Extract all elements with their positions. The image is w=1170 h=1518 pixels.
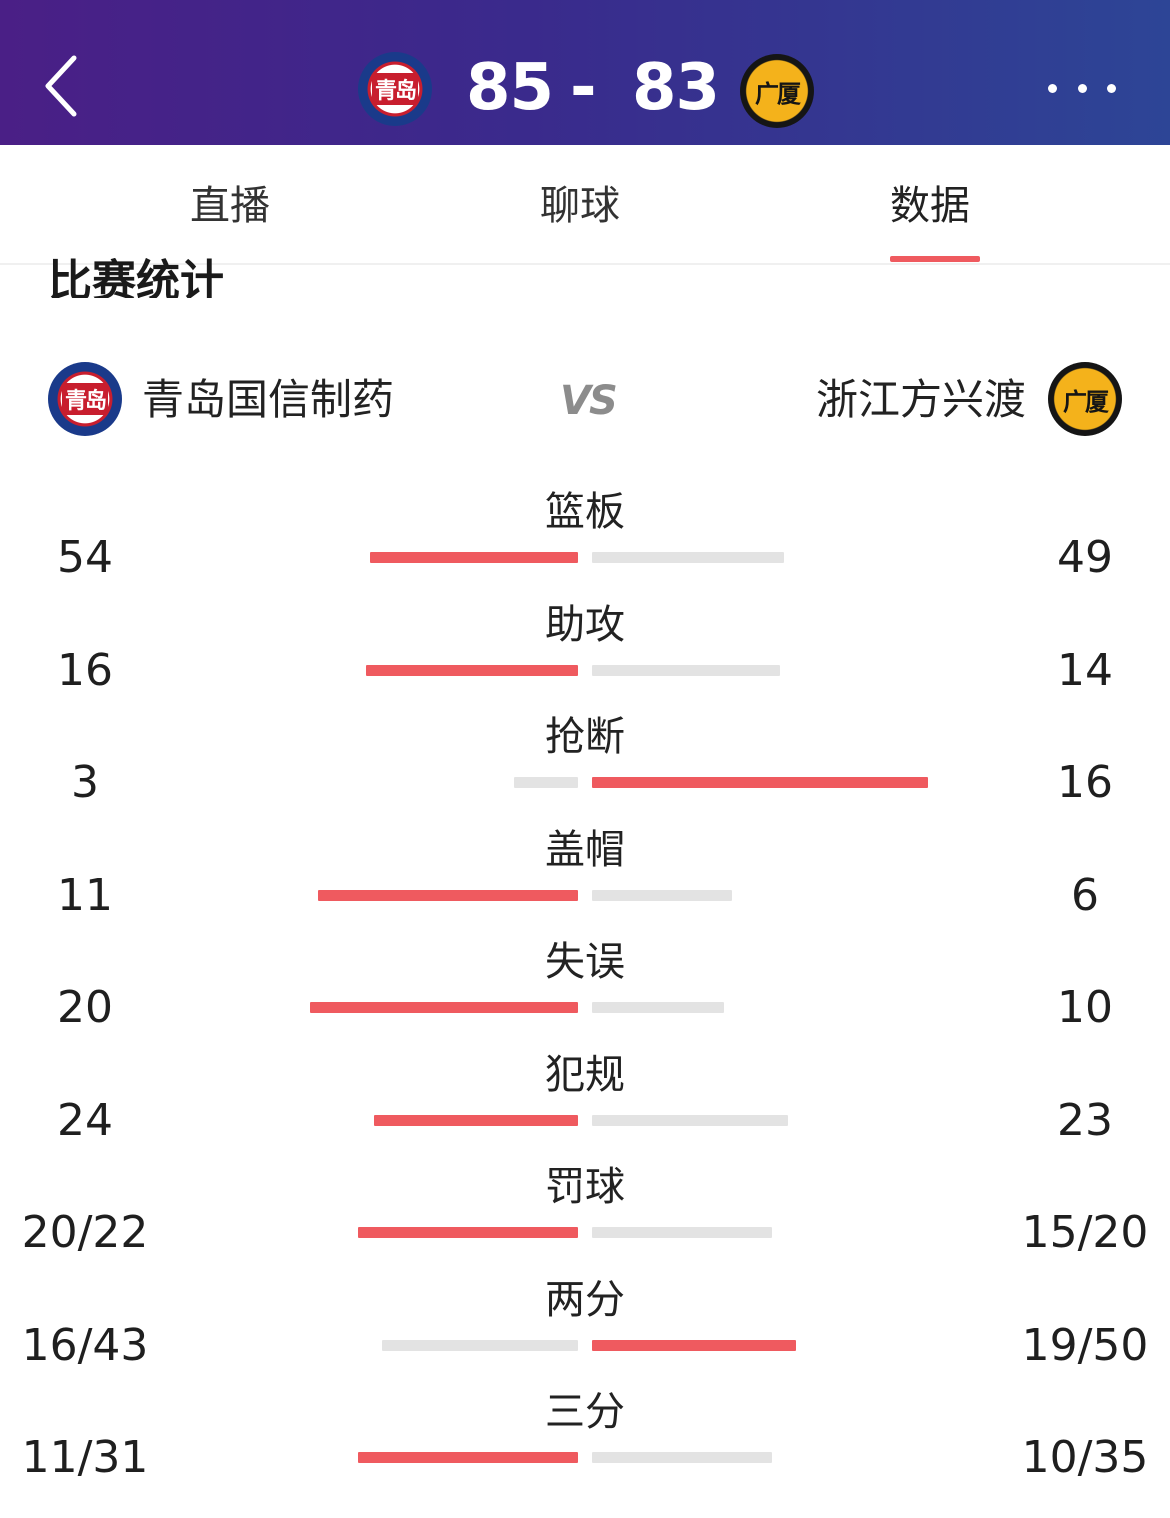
- home-stat-value: 16: [57, 644, 113, 696]
- home-stat-value: 16/43: [21, 1319, 149, 1371]
- home-stat-bar: [318, 889, 578, 901]
- away-stat-bar: [592, 1002, 724, 1013]
- away-stat-bar: [592, 889, 732, 901]
- away-stat-bar: [592, 664, 780, 676]
- stat-label: 抢断: [545, 714, 625, 760]
- stat-label: 失误: [545, 939, 625, 985]
- away-stat-value: 23: [1057, 1094, 1113, 1146]
- stat-row: 犯规 24 23: [0, 1049, 1170, 1161]
- home-logo-text: 青岛: [371, 73, 418, 105]
- stat-label: 两分: [545, 1276, 625, 1323]
- home-score: 85: [466, 51, 554, 125]
- away-stat-bar: [592, 1339, 796, 1351]
- stat-row: 抢断 3 16: [0, 711, 1170, 823]
- qingdao-team-logo[interactable]: 青岛: [48, 362, 122, 436]
- guangsha-team-logo[interactable]: 广厦: [1048, 362, 1122, 436]
- away-stat-bar: [592, 552, 784, 563]
- home-stat-bar: [514, 777, 578, 788]
- tab-data[interactable]: 数据: [890, 183, 970, 229]
- away-team-name[interactable]: 浙江方兴渡: [815, 375, 1026, 424]
- section-title: 比赛统计: [48, 258, 224, 298]
- home-stat-value: 20: [57, 982, 113, 1033]
- home-stat-bar: [374, 1114, 578, 1126]
- stat-label: 三分: [545, 1389, 625, 1435]
- away-score: 83: [632, 51, 720, 125]
- stat-label: 篮板: [545, 489, 625, 535]
- away-stat-bar: [592, 1114, 788, 1126]
- home-team-name[interactable]: 青岛国信制药: [142, 375, 395, 424]
- home-stat-value: 24: [57, 1094, 113, 1146]
- stat-label: 犯规: [545, 1051, 625, 1098]
- vs-label: VS: [560, 378, 618, 424]
- away-stat-value: 49: [1057, 532, 1113, 583]
- tab-bar: 直播 聊球 数据: [0, 145, 1170, 265]
- home-stat-bar: [382, 1339, 578, 1351]
- score-separator: -: [570, 51, 597, 125]
- stat-label: 盖帽: [545, 826, 625, 873]
- away-stat-bar: [592, 1452, 772, 1463]
- stat-row: 篮板 54 49: [0, 486, 1170, 598]
- away-stat-bar: [592, 1227, 772, 1238]
- home-stat-value: 11/31: [21, 1432, 149, 1483]
- stat-row: 失误 20 10: [0, 936, 1170, 1048]
- guangsha-team-logo[interactable]: 广厦: [740, 54, 814, 128]
- back-arrow-icon[interactable]: [40, 52, 100, 124]
- home-stat-bar: [358, 1227, 578, 1238]
- away-stat-value: 19/50: [1021, 1319, 1149, 1371]
- more-dots-icon[interactable]: [1048, 78, 1116, 98]
- stat-row: 盖帽 11 6: [0, 824, 1170, 936]
- stat-row: 助攻 16 14: [0, 599, 1170, 711]
- away-stat-value: 16: [1057, 757, 1113, 808]
- home-stat-bar: [358, 1452, 578, 1463]
- home-logo-text: 青岛: [61, 383, 108, 415]
- stat-label: 助攻: [545, 601, 625, 648]
- stat-row: 两分 16/43 19/50: [0, 1274, 1170, 1386]
- scoreboard: 青岛 85 - 83 广厦: [0, 40, 1170, 136]
- home-stat-value: 11: [57, 869, 113, 921]
- qingdao-team-logo[interactable]: 青岛: [358, 52, 432, 126]
- tab-live[interactable]: 直播: [190, 183, 270, 229]
- match-header: 青岛 85 - 83 广厦: [0, 0, 1170, 145]
- stat-row: 三分 11/31 10/35: [0, 1386, 1170, 1498]
- away-stat-bar: [592, 777, 928, 788]
- stat-label: 罚球: [545, 1164, 625, 1210]
- home-stat-value: 20/22: [21, 1207, 149, 1258]
- away-stat-value: 14: [1057, 644, 1113, 696]
- away-stat-value: 10/35: [1021, 1432, 1149, 1483]
- stat-row: 罚球 20/22 15/20: [0, 1161, 1170, 1273]
- home-stat-bar: [366, 664, 578, 676]
- home-stat-bar: [310, 1002, 578, 1013]
- active-tab-indicator: [890, 256, 980, 262]
- away-stat-value: 10: [1057, 982, 1113, 1033]
- tab-chat[interactable]: 聊球: [540, 183, 620, 229]
- away-stat-value: 6: [1071, 869, 1099, 921]
- away-stat-value: 15/20: [1021, 1207, 1149, 1258]
- teams-row: 青岛 青岛国信制药 VS 浙江方兴渡 广厦: [0, 360, 1170, 440]
- home-stat-bar: [370, 552, 578, 563]
- home-stat-value: 54: [57, 532, 113, 583]
- home-stat-value: 3: [71, 757, 99, 808]
